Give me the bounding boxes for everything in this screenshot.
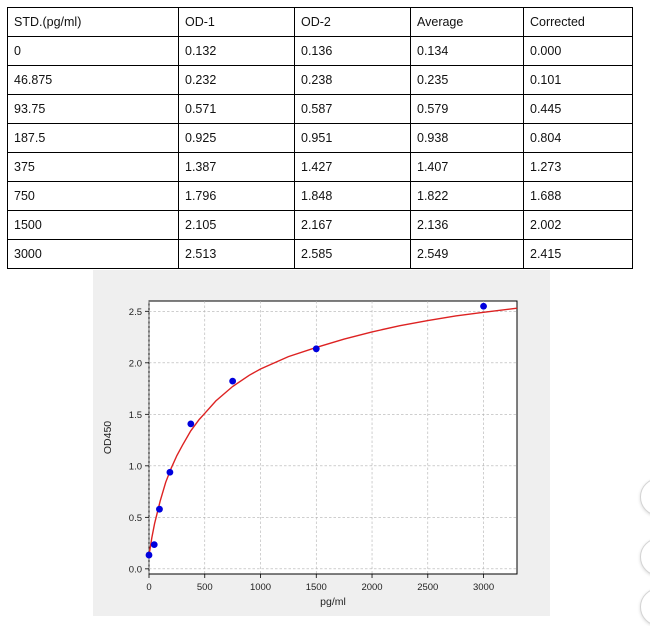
standard-curve-table: STD.(pg/ml) OD-1 OD-2 Average Corrected … [7, 7, 633, 269]
table-row: 46.875 0.232 0.238 0.235 0.101 [7, 65, 633, 95]
chart-canvas: 0 500 1000 1500 2000 2500 3000 0.0 0.5 1.0 1.5 2.0 2… [102, 300, 518, 608]
table-cell: 0 [7, 36, 179, 66]
x-axis-label: pg/ml [320, 596, 346, 608]
table-cell: 0.132 [178, 36, 295, 66]
table-cell: 2.167 [294, 210, 411, 240]
y-tick-label: 0.0 [129, 564, 142, 575]
table-cell: 2.105 [178, 210, 295, 240]
table-cell: 0.804 [523, 123, 633, 153]
x-tick-label: 3000 [473, 582, 494, 593]
table-cell: 0.134 [410, 36, 524, 66]
side-circle-button[interactable] [640, 538, 650, 576]
y-tick-label: 2.5 [129, 307, 142, 318]
standard-curve-chart: 0 500 1000 1500 2000 2500 3000 0.0 0.5 1.0 1.5 2.0 2… [93, 270, 550, 616]
table-cell: 1.273 [523, 152, 633, 182]
table-cell: 2.513 [178, 239, 295, 269]
gridlines [148, 301, 517, 574]
plot-area [148, 300, 518, 575]
column-header-corrected: Corrected [523, 7, 633, 37]
y-tick-label: 0.5 [129, 513, 142, 524]
table-row: 0 0.132 0.136 0.134 0.000 [7, 36, 633, 66]
table-cell: 3000 [7, 239, 179, 269]
x-tick-label: 500 [197, 582, 213, 593]
data-point [145, 551, 153, 559]
y-tick-label: 1.5 [129, 410, 142, 421]
y-tick-label: 1.0 [129, 461, 142, 472]
table-cell: 0.000 [523, 36, 633, 66]
table-cell: 2.549 [410, 239, 524, 269]
axis-ticks: 0 500 1000 1500 2000 2500 3000 0.0 0.5 1.0 1.5 2.0 2… [129, 307, 494, 593]
table-row: 1500 2.105 2.167 2.136 2.002 [7, 210, 633, 240]
side-circle-button[interactable] [640, 478, 650, 516]
table-cell: 375 [7, 152, 179, 182]
data-point [150, 541, 158, 549]
data-points [145, 302, 487, 559]
table-cell: 1500 [7, 210, 179, 240]
table-cell: 0.232 [178, 65, 295, 95]
data-point [166, 468, 174, 476]
column-header-std: STD.(pg/ml) [7, 7, 179, 37]
table-cell: 1.688 [523, 181, 633, 211]
column-header-average: Average [410, 7, 524, 37]
data-point [187, 420, 195, 428]
table-cell: 0.571 [178, 94, 295, 124]
table-cell: 0.925 [178, 123, 295, 153]
data-point [312, 345, 320, 353]
x-tick-label: 2000 [361, 582, 382, 593]
table-cell: 0.951 [294, 123, 411, 153]
table-cell: 0.587 [294, 94, 411, 124]
table-cell: 2.136 [410, 210, 524, 240]
table-cell: 0.579 [410, 94, 524, 124]
x-tick-label: 1000 [250, 582, 271, 593]
table-cell: 46.875 [7, 65, 179, 95]
table-cell: 2.585 [294, 239, 411, 269]
x-tick-label: 0 [146, 582, 151, 593]
table-cell: 93.75 [7, 94, 179, 124]
table-cell: 1.796 [178, 181, 295, 211]
column-header-od2: OD-2 [294, 7, 411, 37]
table-cell: 750 [7, 181, 179, 211]
data-point [156, 505, 163, 513]
data-point [229, 377, 237, 385]
table-cell: 1.822 [410, 181, 524, 211]
x-tick-label: 1500 [306, 582, 327, 593]
table-cell: 0.238 [294, 65, 411, 95]
table-cell: 1.407 [410, 152, 524, 182]
table-row: 3000 2.513 2.585 2.549 2.415 [7, 239, 633, 269]
table-cell: 1.848 [294, 181, 411, 211]
table-row: 187.5 0.925 0.951 0.938 0.804 [7, 123, 633, 153]
table-cell: 0.235 [410, 65, 524, 95]
side-circle-button[interactable] [640, 588, 650, 626]
table-cell: 1.387 [178, 152, 295, 182]
table-row: 750 1.796 1.848 1.822 1.688 [7, 181, 633, 211]
table-cell: 0.445 [523, 94, 633, 124]
fit-curve-line [148, 307, 518, 556]
table-row: 93.75 0.571 0.587 0.579 0.445 [7, 94, 633, 124]
table-cell: 2.415 [523, 239, 633, 269]
table-cell: 2.002 [523, 210, 633, 240]
table-row: 375 1.387 1.427 1.407 1.273 [7, 152, 633, 182]
table-header-row: STD.(pg/ml) OD-1 OD-2 Average Corrected [7, 7, 633, 37]
table-cell: 0.136 [294, 36, 411, 66]
table-cell: 0.938 [410, 123, 524, 153]
x-tick-label: 2500 [417, 582, 438, 593]
y-axis-label: OD450 [102, 421, 114, 454]
column-header-od1: OD-1 [178, 7, 295, 37]
table-cell: 187.5 [7, 123, 179, 153]
table-cell: 1.427 [294, 152, 411, 182]
table-cell: 0.101 [523, 65, 633, 95]
y-tick-label: 2.0 [129, 358, 142, 369]
data-point [480, 302, 487, 310]
